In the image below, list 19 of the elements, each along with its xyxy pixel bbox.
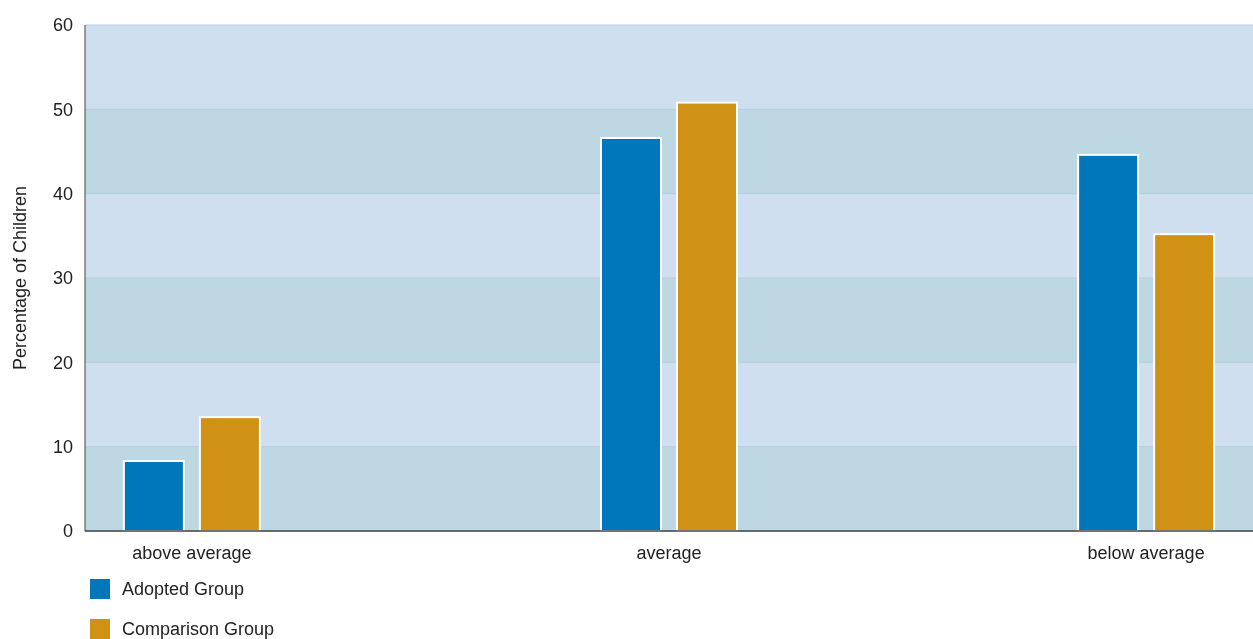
y-axis-title: Percentage of Children — [10, 185, 30, 371]
x-tick-label: above average — [132, 543, 252, 563]
y-tick-label: 0 — [62, 521, 73, 542]
y-tick-label: 50 — [52, 99, 73, 120]
bar — [1153, 233, 1216, 532]
bar — [122, 460, 185, 532]
bar — [1077, 153, 1140, 532]
legend-label: Adopted Group — [122, 579, 245, 600]
y-tick-label: 30 — [52, 268, 73, 289]
bar — [600, 137, 662, 532]
bar — [676, 101, 738, 532]
x-tick-label: below average — [1087, 543, 1205, 563]
bar — [198, 416, 261, 532]
y-tick-label: 20 — [52, 352, 73, 373]
y-tick-label: 10 — [52, 436, 73, 457]
x-tick-label: average — [636, 543, 702, 563]
y-tick-label: 60 — [52, 15, 73, 36]
legend-label: Comparison Group — [122, 619, 275, 639]
y-tick-label: 40 — [52, 183, 73, 204]
